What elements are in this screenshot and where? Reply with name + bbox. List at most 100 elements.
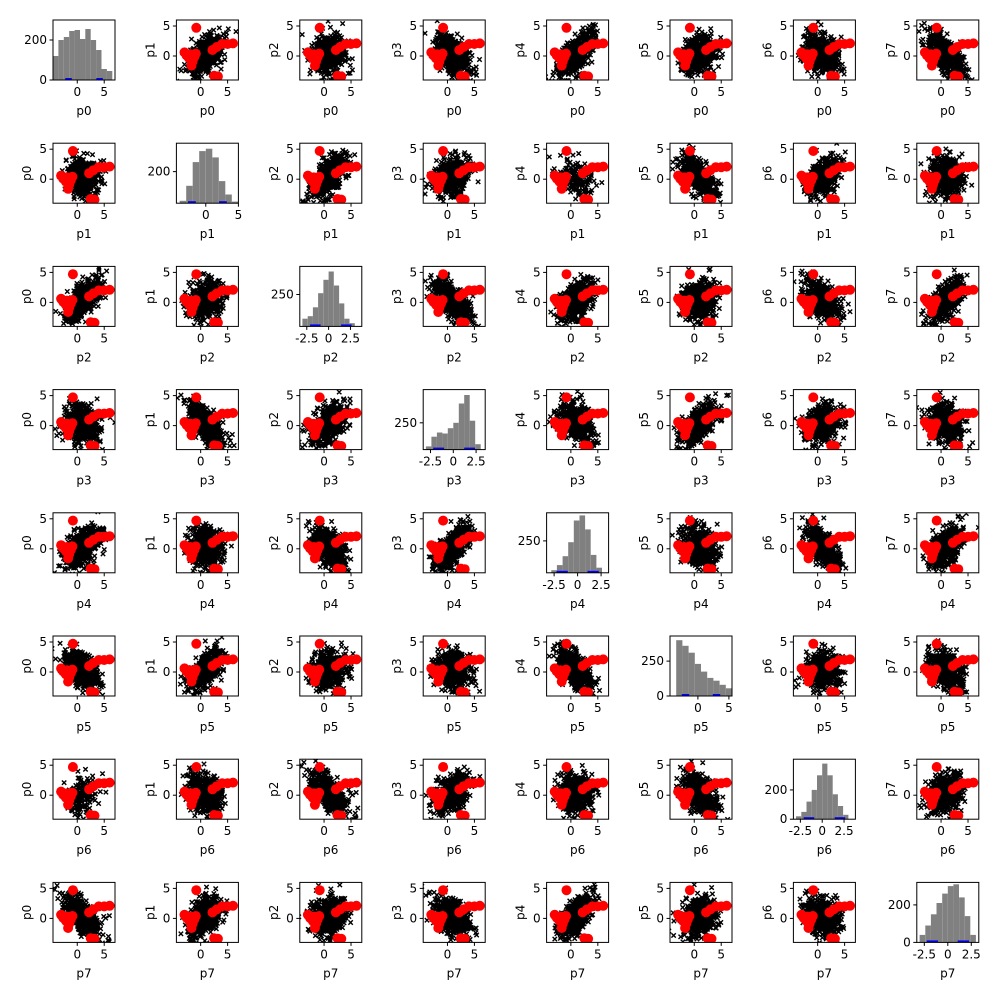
x-tick-label: 0 [444, 331, 452, 345]
highlight-point [926, 183, 937, 194]
highlight-point [807, 418, 818, 429]
x-axis-label: p6 [570, 843, 585, 857]
highlight-point [186, 553, 197, 564]
x-tick-label: 5 [100, 578, 108, 592]
x-tick-label: 0 [690, 578, 698, 592]
x-tick-label: 5 [717, 947, 725, 961]
y-tick-label: 0 [410, 172, 418, 186]
x-tick-label: 0 [73, 331, 81, 345]
sample-cloud [916, 389, 979, 450]
highlight-point [186, 799, 197, 810]
highlight-point [706, 441, 717, 450]
highlight-point [186, 923, 197, 933]
histogram-bar [936, 903, 943, 943]
highlight-point [684, 392, 695, 403]
x-axis-label: p7 [570, 966, 585, 980]
x-tick-label: 5 [717, 331, 725, 345]
highlight-point [803, 553, 814, 564]
x-axis-label: p2 [323, 350, 338, 364]
y-tick-label: 0 [533, 295, 541, 309]
axes-frame [52, 881, 116, 943]
subplot-p1-p3: 0 5 0 5 p1 p3 [390, 142, 486, 241]
axes-frame [916, 512, 980, 574]
sample-cloud [299, 882, 362, 943]
highlight-point [583, 810, 594, 820]
y-axis-label: p5 [637, 289, 651, 304]
highlight-point [437, 664, 448, 675]
highlight-point [931, 515, 942, 526]
y-tick-label: 5 [163, 512, 171, 526]
highlight-point [953, 564, 964, 573]
y-tick-label: 0 [286, 665, 294, 679]
highlight-point [845, 161, 855, 172]
histogram-bar [930, 914, 937, 943]
highlight-point [89, 194, 100, 204]
highlight-point [67, 295, 78, 305]
highlight-point [561, 146, 572, 156]
highlight-histogram [65, 78, 103, 80]
subplot-p3-p6: 0 5 0 5 p3 p6 [760, 389, 856, 488]
x-tick-label: 0 [320, 947, 328, 961]
sample-cloud [919, 638, 979, 696]
highlight-point [474, 900, 485, 911]
x-tick-label: 0 [197, 578, 205, 592]
sample-cloud [423, 146, 485, 204]
highlight-point [212, 317, 223, 327]
y-tick-label: 5 [286, 142, 294, 156]
y-tick-label: 0 [163, 788, 171, 802]
y-tick-label: 5 [163, 635, 171, 649]
axes-frame [52, 389, 116, 451]
axes-frame [175, 389, 239, 451]
y-tick-label: 5 [286, 635, 294, 649]
highlight-point [807, 664, 818, 675]
x-tick-label: 0 [73, 947, 81, 961]
x-tick-label: 0 [814, 578, 822, 592]
x-tick-label: 0 [320, 824, 328, 838]
subplot-p7-p5: 0 5 0 5 p7 p5 [637, 881, 733, 980]
highlight-point [808, 515, 819, 526]
highlight-point [561, 664, 571, 675]
histogram-bar [323, 279, 329, 327]
x-axis-label: p1 [817, 227, 832, 241]
y-tick-label: 0 [903, 788, 911, 802]
y-tick-label: 5 [39, 635, 47, 649]
y-tick-label: 0 [410, 295, 418, 309]
highlight-point [845, 900, 855, 911]
y-tick-label: 5 [780, 389, 788, 403]
axes-frame [792, 265, 856, 327]
sample-cloud [423, 762, 485, 820]
y-axis-label: p7 [884, 289, 898, 304]
subplot-p4-p7: 0 5 0 5 p4 p7 [884, 512, 980, 611]
x-axis-label: p7 [817, 966, 832, 980]
axes-frame [916, 142, 980, 204]
x-axis-label: p6 [447, 843, 462, 857]
highlight-point [438, 269, 449, 280]
sample-cloud [423, 883, 485, 943]
sample-cloud [178, 884, 238, 943]
x-tick-label: 0 [567, 455, 575, 469]
y-tick-label: 0 [780, 295, 788, 309]
histogram-bar [919, 934, 926, 943]
x-axis-label: p4 [323, 597, 338, 611]
x-tick-label: 0 [567, 947, 575, 961]
highlight-point [433, 923, 444, 933]
sample-cloud [673, 266, 732, 327]
sample-cloud [53, 392, 115, 450]
x-tick-label: 0 [690, 947, 698, 961]
highlight-point [561, 911, 571, 921]
x-tick-label: 5 [841, 331, 849, 345]
y-tick-label: 5 [39, 389, 47, 403]
x-tick-label: 5 [347, 701, 355, 715]
y-tick-label: 5 [656, 881, 664, 895]
axes-frame [422, 389, 486, 451]
x-tick-label: 5 [471, 208, 479, 222]
histogram-bar [579, 515, 586, 573]
x-tick-label: 5 [964, 701, 972, 715]
y-axis-label: p7 [884, 412, 898, 427]
highlight-point [556, 430, 567, 441]
x-axis-label: p4 [693, 597, 708, 611]
x-axis-label: p0 [940, 104, 955, 118]
axes-frame [546, 19, 610, 81]
highlight-point [968, 654, 979, 665]
y-tick-label: 0 [410, 665, 418, 679]
